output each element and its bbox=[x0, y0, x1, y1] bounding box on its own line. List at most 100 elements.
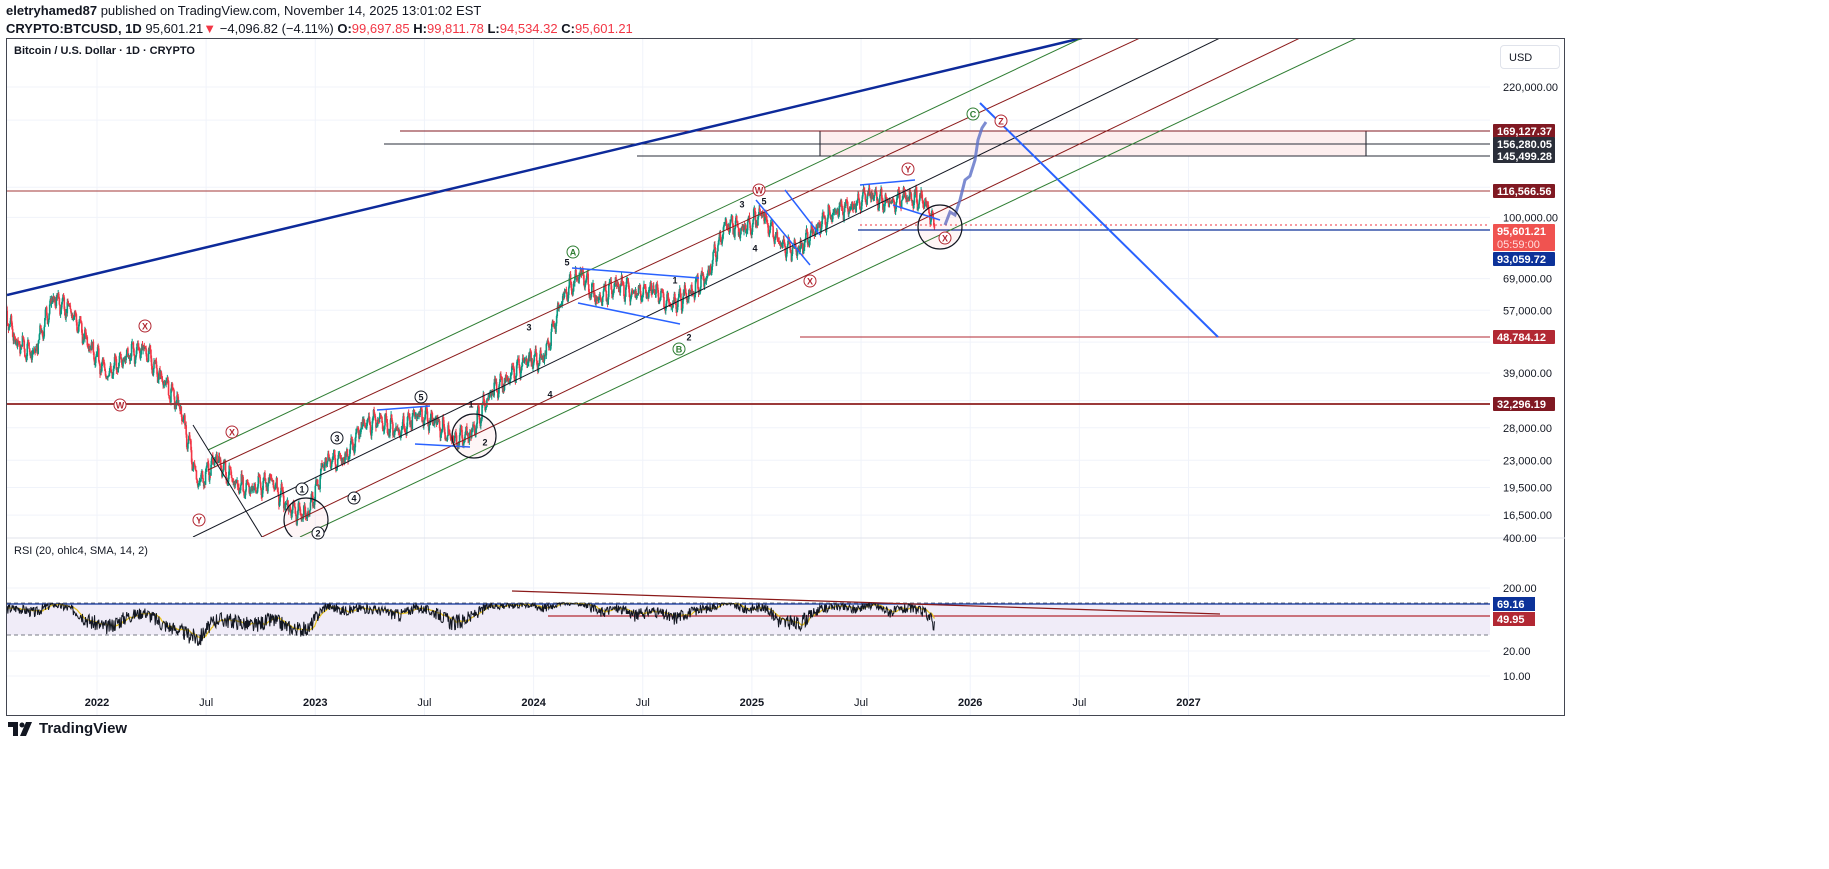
candle-body bbox=[413, 410, 415, 413]
candle-body bbox=[505, 375, 508, 379]
wave-label: W bbox=[755, 186, 764, 196]
candle-body bbox=[897, 189, 900, 191]
candle-body bbox=[749, 227, 752, 235]
candle-body bbox=[165, 381, 167, 385]
candle-body bbox=[841, 207, 844, 209]
candle-body bbox=[355, 430, 358, 433]
candle-body bbox=[411, 416, 414, 430]
candle-body bbox=[295, 513, 297, 517]
candle-body bbox=[358, 431, 361, 439]
candle-body bbox=[42, 336, 45, 339]
candle-body bbox=[651, 289, 654, 295]
candle-body bbox=[490, 392, 493, 397]
price-label: 95,601.21 bbox=[1497, 226, 1546, 238]
candle-body bbox=[386, 422, 389, 433]
candle-body bbox=[216, 454, 218, 463]
candle-body bbox=[735, 216, 738, 221]
author[interactable]: eletryhamed87 bbox=[6, 3, 98, 18]
candle-body bbox=[401, 421, 404, 429]
candle-body bbox=[929, 220, 932, 225]
candle-body bbox=[198, 481, 201, 484]
candle-body bbox=[47, 319, 50, 324]
candle-body bbox=[498, 385, 500, 394]
candle-body bbox=[420, 406, 423, 410]
candle-body bbox=[275, 484, 277, 486]
candle-body bbox=[483, 394, 485, 402]
candle-body bbox=[694, 294, 696, 299]
candle-body bbox=[823, 214, 825, 218]
candle-body bbox=[353, 447, 356, 453]
candle-body bbox=[695, 280, 697, 282]
candle-body bbox=[375, 419, 377, 428]
candle-body bbox=[688, 290, 690, 300]
candle-body bbox=[625, 281, 628, 288]
candle-body bbox=[855, 203, 857, 213]
candle-body bbox=[809, 236, 811, 241]
candle-body bbox=[104, 370, 107, 376]
candle-body bbox=[723, 224, 725, 228]
wave-label: X bbox=[942, 234, 948, 244]
candle-body bbox=[22, 337, 25, 341]
candle-body bbox=[467, 432, 469, 440]
candle-body bbox=[507, 377, 510, 381]
candle-body bbox=[777, 238, 779, 241]
candle-body bbox=[473, 427, 476, 436]
candle-body bbox=[344, 453, 346, 462]
candle-body bbox=[585, 278, 588, 282]
candle-body bbox=[198, 483, 200, 485]
candle-body bbox=[587, 284, 590, 292]
candle-body bbox=[132, 342, 135, 349]
candle-body bbox=[642, 287, 645, 295]
candle-body bbox=[61, 302, 63, 308]
candle-body bbox=[778, 240, 780, 244]
candle-body bbox=[892, 198, 894, 200]
candle-body bbox=[866, 196, 868, 205]
candle-body bbox=[60, 307, 63, 314]
candle-body bbox=[906, 198, 908, 201]
candle-body bbox=[93, 352, 95, 360]
candle-body bbox=[107, 375, 110, 377]
candle-body bbox=[671, 305, 673, 309]
candle-body bbox=[485, 406, 488, 408]
rsi-title[interactable]: RSI (20, ohlc4, SMA, 14, 2) bbox=[14, 545, 148, 557]
candle-body bbox=[272, 480, 275, 488]
candle-body bbox=[555, 323, 557, 333]
candle-body bbox=[714, 248, 717, 257]
tradingview-logo[interactable]: TradingView bbox=[8, 720, 127, 737]
candle-body bbox=[456, 442, 458, 449]
candle-body bbox=[877, 208, 880, 210]
candle-body bbox=[151, 365, 153, 374]
candle-body bbox=[923, 206, 925, 208]
candle-body bbox=[340, 458, 343, 462]
candle-body bbox=[54, 305, 57, 307]
candle-body bbox=[608, 282, 611, 284]
candle-body bbox=[258, 476, 261, 478]
candle-body bbox=[704, 280, 707, 282]
candle-body bbox=[37, 339, 40, 344]
candle-body bbox=[29, 352, 32, 357]
price-axis-tick: 16,500.00 bbox=[1503, 510, 1552, 522]
candle-body bbox=[236, 480, 239, 487]
candle-body bbox=[699, 287, 702, 293]
wave-label: 1 bbox=[672, 276, 677, 286]
price-label: 48,784.12 bbox=[1497, 332, 1546, 344]
candle-body bbox=[680, 293, 682, 301]
candle-body bbox=[800, 245, 803, 247]
candle-body bbox=[264, 478, 267, 483]
candle-body bbox=[81, 323, 83, 333]
time-axis-tick: Jul bbox=[199, 697, 213, 709]
candle-body bbox=[604, 284, 607, 292]
candle-body bbox=[0, 297, 1, 299]
candle-body bbox=[372, 417, 374, 422]
candle-body bbox=[436, 417, 438, 425]
candle-body bbox=[788, 240, 791, 244]
candle-body bbox=[66, 302, 69, 314]
currency-button[interactable]: USD bbox=[1500, 45, 1560, 69]
candle-body bbox=[21, 335, 24, 347]
wave-label: 3 bbox=[739, 200, 744, 210]
candle-body bbox=[885, 197, 888, 202]
candle-body bbox=[923, 202, 926, 207]
candle-body bbox=[259, 476, 261, 483]
candle-body bbox=[335, 469, 338, 471]
